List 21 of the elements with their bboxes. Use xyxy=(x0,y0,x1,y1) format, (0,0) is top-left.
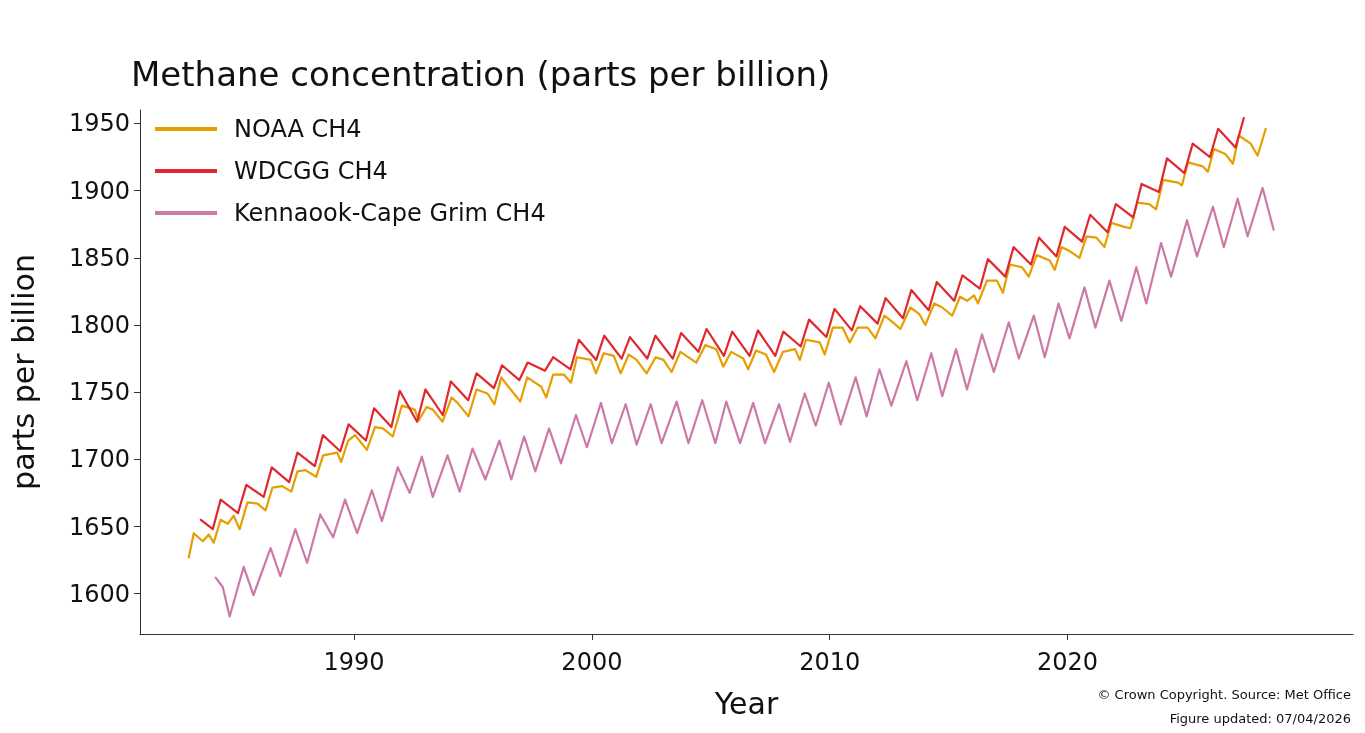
x-tick-label: 2010 xyxy=(799,648,861,676)
text: © Crown Copyright. Source: Met Office xyxy=(1097,687,1351,702)
y-tick-label: 1700 xyxy=(68,445,130,474)
y-tick-label: 1950 xyxy=(68,109,130,138)
legend-label: Kennaook-Cape Grim CH4 xyxy=(234,199,546,227)
x-tick-label: 2020 xyxy=(1037,648,1099,676)
line-series xyxy=(214,186,1275,618)
y-tick-label: 1900 xyxy=(68,176,130,205)
x-tick-label: 1990 xyxy=(323,648,385,676)
x-tick-label: 2000 xyxy=(561,648,623,676)
y-axis-title: parts per billion xyxy=(5,254,41,490)
text: Figure updated: 07/04/2026 xyxy=(1169,711,1351,726)
legend-label: NOAA CH4 xyxy=(234,115,362,143)
legend-label: WDCGG CH4 xyxy=(234,157,388,185)
y-tick-label: 1800 xyxy=(68,310,130,339)
y-tick-label: 1850 xyxy=(68,243,130,272)
x-axis-title: Year xyxy=(713,685,779,721)
y-tick-label: 1650 xyxy=(68,512,130,541)
y-tick-label: 1750 xyxy=(68,378,130,407)
y-tick-label: 1600 xyxy=(68,579,130,608)
chart-title: Methane concentration (parts per billion) xyxy=(131,54,831,94)
